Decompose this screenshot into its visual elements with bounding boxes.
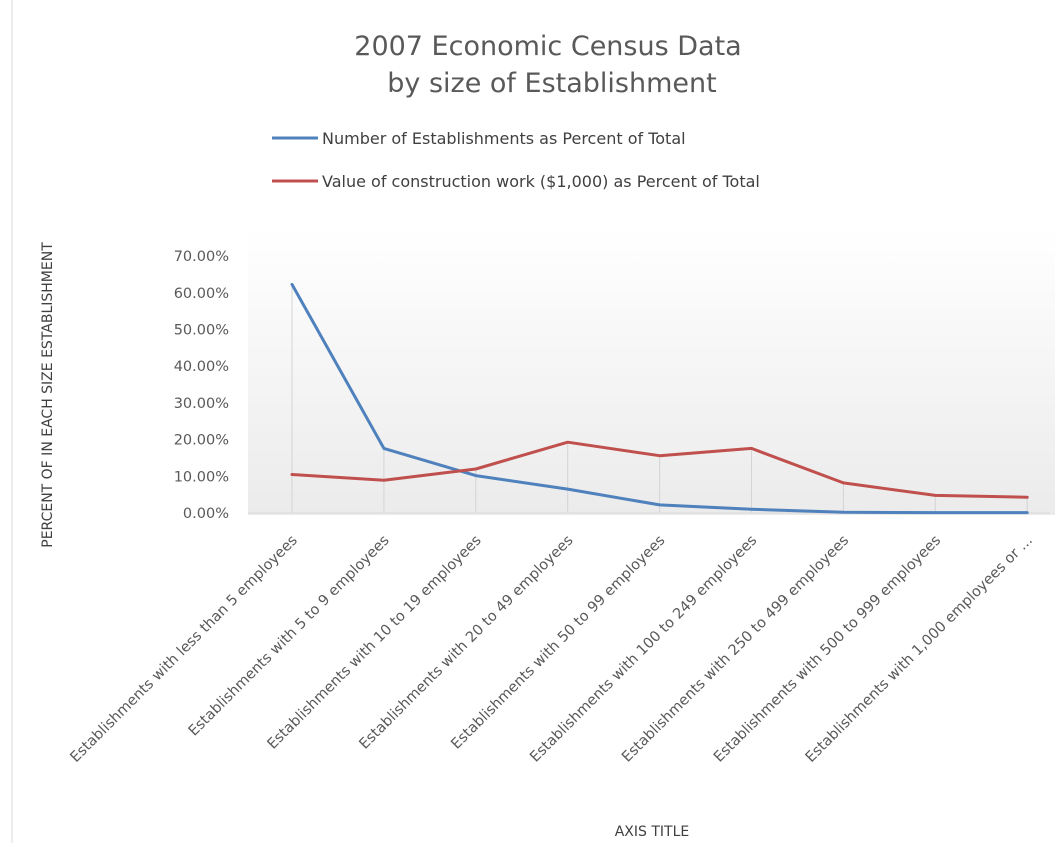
- x-axis-ticks: Establishments with less than 5 employee…: [68, 533, 1037, 766]
- series-line-establishments: [290, 282, 1029, 515]
- legend-label-construction-value: Value of construction work ($1,000) as P…: [322, 172, 760, 191]
- y-tick-label: 0.00%: [183, 506, 229, 522]
- x-tick-label: Establishments with 50 to 99 employees: [448, 533, 668, 753]
- y-axis-title: PERCENT OF IN EACH SIZE ESTABLISHMENT: [40, 242, 56, 548]
- y-tick-label: 10.00%: [174, 469, 229, 485]
- x-axis-title: AXIS TITLE: [615, 824, 690, 840]
- plot-area: [248, 228, 1055, 515]
- series-line-construction-value: [290, 440, 1029, 499]
- chart-subtitle: by size of Establishment: [387, 68, 716, 99]
- y-axis-ticks: 0.00% 10.00% 20.00% 30.00% 40.00% 50.00% 60.00…: [174, 249, 229, 522]
- y-tick-label: 40.00%: [174, 359, 229, 375]
- legend-label-establishments: Number of Establishments as Percent of T…: [322, 129, 686, 148]
- chart-title: 2007 Economic Census Data: [354, 31, 741, 62]
- y-tick-label: 20.00%: [174, 433, 229, 449]
- y-tick-label: 70.00%: [174, 249, 229, 265]
- y-tick-label: 50.00%: [174, 323, 229, 339]
- legend: Number of Establishments as Percent of T…: [272, 129, 760, 191]
- series-lines: [290, 282, 1029, 515]
- x-tick-label: Establishments with 20 to 49 employees: [356, 533, 576, 753]
- x-tick-label: Establishments with 10 to 19 employees: [265, 533, 485, 753]
- x-tick-label: Establishments with 5 to 9 employees: [186, 533, 393, 740]
- y-tick-label: 30.00%: [174, 396, 229, 412]
- y-tick-label: 60.00%: [174, 286, 229, 302]
